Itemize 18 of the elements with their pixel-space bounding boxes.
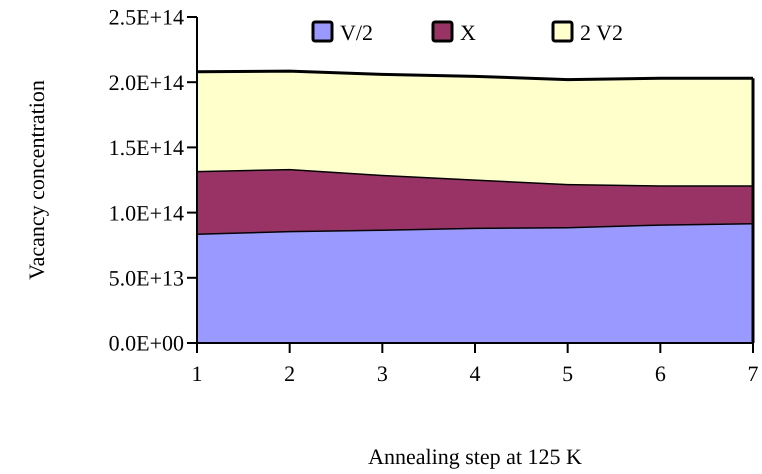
y-tick-label: 0.0E+00: [108, 330, 184, 356]
x-tick-label: 7: [748, 361, 758, 386]
legend-label: V/2: [340, 20, 373, 45]
legend-label: X: [460, 20, 476, 45]
x-tick-label: 1: [192, 361, 202, 386]
y-tick-label: 1.0E+14: [108, 200, 184, 226]
x-tick-label: 3: [376, 361, 388, 386]
x-tick-label: 2: [284, 361, 296, 386]
y-tick-label: 1.5E+14: [108, 135, 184, 160]
y-axis-title: Vacancy concentration: [24, 80, 49, 280]
y-tick-label: 5.0E+13: [108, 266, 184, 290]
x-tick-label: 6: [654, 361, 666, 386]
legend-label: 2 V2: [580, 20, 623, 45]
y-tick-label: 2.0E+14: [108, 70, 184, 95]
x-tick-label: 5: [562, 361, 574, 386]
x-tick-label: 4: [470, 361, 480, 386]
x-axis-title: Annealing step at 125 K: [368, 444, 582, 469]
y-tick-label: 2.5E+14: [108, 4, 184, 30]
